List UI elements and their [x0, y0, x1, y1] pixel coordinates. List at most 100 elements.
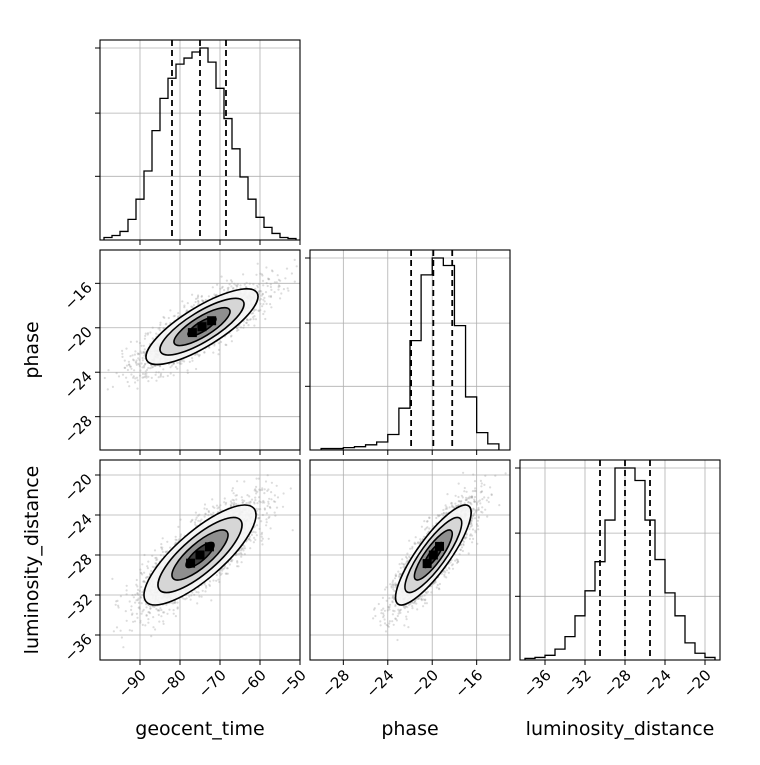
scatter-point [276, 507, 278, 509]
scatter-point [159, 365, 161, 367]
scatter-point [253, 325, 255, 327]
scatter-point [268, 295, 270, 297]
scatter-point [162, 551, 164, 553]
scatter-point [216, 505, 218, 507]
scatter-point [151, 366, 153, 368]
scatter-point [205, 585, 207, 587]
scatter-point [223, 289, 225, 291]
scatter-point [242, 327, 244, 329]
scatter-point [296, 265, 298, 267]
scatter-point [124, 360, 126, 362]
scatter-point [147, 618, 149, 620]
scatter-point [173, 362, 175, 364]
scatter-point [129, 365, 131, 367]
scatter-point [144, 363, 146, 365]
scatter-point [133, 596, 135, 598]
scatter-point [132, 354, 134, 356]
scatter-point [136, 341, 138, 343]
scatter-point [267, 474, 269, 476]
scatter-point [159, 322, 161, 324]
scatter-point [260, 501, 262, 503]
scatter-point [126, 365, 128, 367]
scatter-point [138, 353, 140, 355]
scatter-point [183, 306, 185, 308]
scatter-point [262, 303, 264, 305]
scatter-point [251, 499, 253, 501]
scatter-point [259, 303, 261, 305]
scatter-point [258, 291, 260, 293]
scatter-point [294, 259, 296, 261]
scatter-point [257, 263, 259, 265]
scatter-point [137, 598, 139, 600]
scatter-point [146, 576, 148, 578]
scatter-point [213, 293, 215, 295]
scatter-point [120, 595, 122, 597]
scatter-point [270, 527, 272, 529]
scatter-point [267, 285, 269, 287]
scatter-point [197, 300, 199, 302]
scatter-point [203, 351, 205, 353]
scatter-point [207, 514, 209, 516]
scatter-point [253, 501, 255, 503]
scatter-point [262, 299, 264, 301]
scatter-point [131, 613, 133, 615]
scatter-point [248, 495, 250, 497]
joint-panel-geocent-time-vs-luminosity-distance: −90−80−70−60−50−36−32−28−24−20 [61, 460, 311, 701]
scatter-point [257, 286, 259, 288]
scatter-point [198, 595, 200, 597]
scatter-point [246, 319, 248, 321]
scatter-point [151, 377, 153, 379]
scatter-point [268, 538, 270, 540]
scatter-point [241, 548, 243, 550]
scatter-point [259, 273, 261, 275]
scatter-point [161, 547, 163, 549]
scatter-point [222, 286, 224, 288]
scatter-point [261, 532, 263, 534]
scatter-point [249, 501, 251, 503]
panel-background [520, 460, 720, 660]
scatter-point [245, 502, 247, 504]
scatter-point [267, 501, 269, 503]
scatter-point [140, 345, 142, 347]
scatter-point [177, 526, 179, 528]
scatter-point [197, 520, 199, 522]
scatter-point [158, 376, 160, 378]
scatter-point [250, 540, 252, 542]
scatter-point [260, 298, 262, 300]
scatter-point [147, 567, 149, 569]
scatter-point [130, 341, 132, 343]
scatter-point [155, 380, 157, 382]
scatter-point [286, 268, 288, 270]
scatter-point [260, 290, 262, 292]
scatter-point [267, 505, 269, 507]
scatter-point [212, 579, 214, 581]
scatter-point [134, 620, 136, 622]
scatter-point [223, 501, 225, 503]
scatter-point [287, 287, 289, 289]
scatter-point [258, 310, 260, 312]
scatter-point [256, 508, 258, 510]
scatter-point [160, 543, 162, 545]
scatter-point [242, 273, 244, 275]
scatter-point [195, 511, 197, 513]
scatter-point [290, 487, 292, 489]
scatter-point [155, 557, 157, 559]
scatter-point [193, 304, 195, 306]
scatter-point [221, 276, 223, 278]
scatter-point [215, 580, 217, 582]
scatter-point [271, 482, 273, 484]
scatter-point [191, 519, 193, 521]
scatter-point [111, 578, 113, 580]
scatter-point [139, 342, 141, 344]
scatter-point [134, 377, 136, 379]
scatter-point [208, 295, 210, 297]
scatter-point [197, 302, 199, 304]
scatter-point [263, 492, 265, 494]
scatter-point [115, 600, 117, 602]
scatter-point [142, 357, 144, 359]
scatter-point [173, 609, 175, 611]
scatter-point [168, 609, 170, 611]
scatter-point [160, 376, 162, 378]
scatter-point [130, 609, 132, 611]
